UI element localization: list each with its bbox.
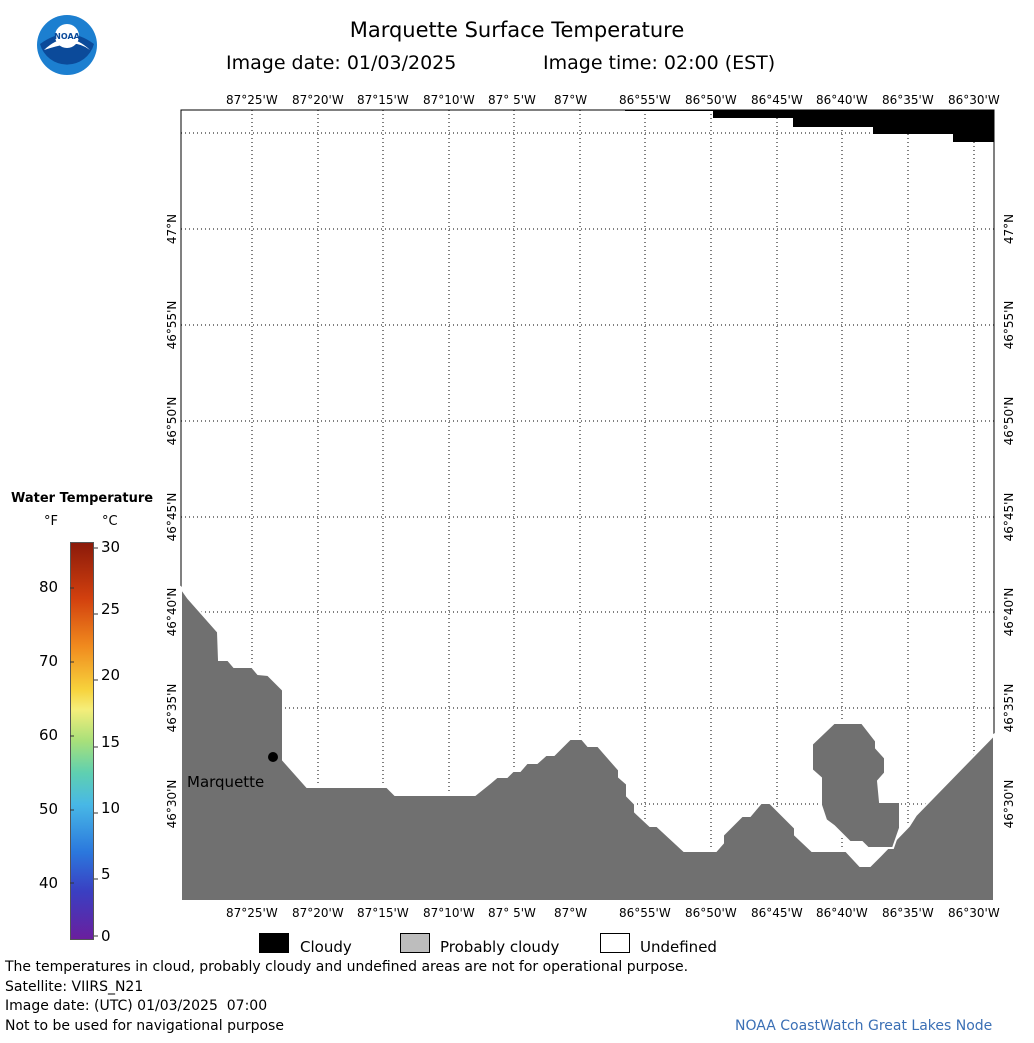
map-title: Marquette Surface Temperature: [349, 18, 685, 42]
lon-label: 87° 5'W: [488, 93, 536, 107]
fahrenheit-tick-label: 70: [39, 652, 59, 670]
lon-label: 87°10'W: [423, 93, 475, 107]
color-legend-title: Water Temperature: [11, 491, 154, 506]
lat-label: 46°40'N: [165, 587, 179, 637]
image-date-label: Image date: 01/03/2025: [226, 52, 457, 74]
disclaimer-text: The temperatures in cloud, probably clou…: [5, 959, 689, 975]
lon-label: 87°W: [554, 906, 588, 920]
celsius-tick-label: 20: [101, 666, 121, 684]
lat-label: 46°50'N: [165, 396, 179, 446]
lat-label: 46°45'N: [1002, 492, 1016, 542]
lon-label: 86°40'W: [816, 906, 868, 920]
noaa-logo-icon: NOAA: [37, 15, 97, 75]
lat-label: 46°40'N: [1002, 587, 1016, 637]
lon-label: 86°35'W: [882, 906, 934, 920]
lat-label: 46°30'N: [1002, 779, 1016, 829]
lon-label: 86°30'W: [948, 906, 1000, 920]
color-bar: [70, 542, 94, 940]
lon-label: 87° 5'W: [488, 906, 536, 920]
utc-date-text: Image date: (UTC) 01/03/2025 07:00: [5, 998, 268, 1014]
lat-label: 46°35'N: [1002, 683, 1016, 733]
probably-cloudy-swatch: [400, 933, 430, 953]
lat-label: 46°35'N: [165, 683, 179, 733]
lon-label: 87°25'W: [226, 906, 278, 920]
credit-link[interactable]: NOAA CoastWatch Great Lakes Node: [735, 1018, 993, 1034]
celsius-tick-label: 30: [101, 538, 121, 556]
lon-label: 86°55'W: [619, 906, 671, 920]
cloudy-label: Cloudy: [300, 938, 352, 956]
lon-label: 87°10'W: [423, 906, 475, 920]
celsius-tick-label: 5: [101, 865, 111, 883]
city-label-marquette: Marquette: [187, 773, 265, 791]
lat-label: 46°30'N: [165, 779, 179, 829]
fahrenheit-tick-label: 50: [39, 800, 59, 818]
lon-label: 87°25'W: [226, 93, 278, 107]
satellite-text: Satellite: VIIRS_N21: [5, 979, 144, 995]
lon-label: 87°15'W: [357, 93, 409, 107]
land-region: [180, 584, 995, 902]
fahrenheit-tick-label: 60: [39, 726, 59, 744]
fahrenheit-tick-label: 40: [39, 874, 59, 892]
celsius-tick-label: 15: [101, 733, 121, 751]
undefined-swatch: [600, 933, 630, 953]
cloudy-swatch: [259, 933, 289, 953]
noaa-logo: NOAA: [36, 14, 98, 76]
marquette-marker: [268, 752, 278, 762]
lat-label: 46°50'N: [1002, 396, 1016, 446]
lat-label: 46°55'N: [165, 300, 179, 350]
lat-label: 47°N: [165, 213, 179, 245]
unit-fahrenheit: °F: [44, 514, 58, 529]
lon-label: 86°45'W: [751, 906, 803, 920]
lon-label: 87°15'W: [357, 906, 409, 920]
lon-label: 86°40'W: [816, 93, 868, 107]
celsius-tick-label: 0: [101, 927, 111, 945]
lon-label: 86°35'W: [882, 93, 934, 107]
lat-label: 46°45'N: [165, 492, 179, 542]
lon-label: 87°W: [554, 93, 588, 107]
celsius-tick-label: 25: [101, 600, 121, 618]
color-bar-ticks: [70, 547, 98, 937]
island-region: [811, 722, 901, 849]
lon-label: 86°50'W: [685, 93, 737, 107]
nav-warning-text: Not to be used for navigational purpose: [5, 1018, 284, 1034]
cloud-region: [625, 110, 994, 142]
lon-label: 86°30'W: [948, 93, 1000, 107]
unit-celsius: °C: [102, 514, 118, 529]
lon-label: 87°20'W: [292, 906, 344, 920]
undefined-label: Undefined: [640, 938, 717, 956]
probably-cloudy-label: Probably cloudy: [440, 938, 560, 956]
image-time-label: Image time: 02:00 (EST): [543, 52, 776, 74]
lon-label: 86°45'W: [751, 93, 803, 107]
svg-text:NOAA: NOAA: [54, 32, 80, 41]
lat-label: 47°N: [1002, 213, 1016, 245]
fahrenheit-tick-label: 80: [39, 578, 59, 596]
celsius-tick-label: 10: [101, 799, 121, 817]
lon-label: 87°20'W: [292, 93, 344, 107]
lon-label: 86°55'W: [619, 93, 671, 107]
lon-label: 86°50'W: [685, 906, 737, 920]
lat-label: 46°55'N: [1002, 300, 1016, 350]
